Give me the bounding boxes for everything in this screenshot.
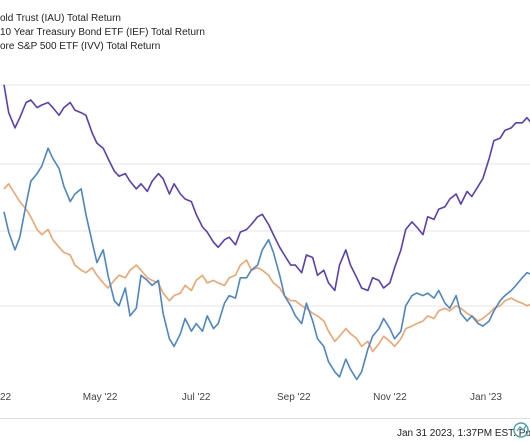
legend-entry-2: 10 Year Treasury Bond ETF (IEF) Total Re… [0, 27, 205, 38]
x-tick-label-5: Nov '22 [373, 392, 407, 403]
series-line-3[interactable] [3, 147, 530, 381]
footer-timestamp: Jan 31 2023, 1:37PM EST. Powered by [397, 428, 530, 439]
x-tick-label-1: 22 [0, 392, 12, 403]
footer: Jan 31 2023, 1:37PM EST. Powered by [0, 418, 530, 439]
footer-divider [0, 418, 530, 419]
legend: old Trust (IAU) Total Return 10 Year Trea… [0, 13, 205, 52]
legend-entry-3: ore S&P 500 ETF (IVV) Total Return [0, 41, 160, 52]
ycharts-logo-icon[interactable] [513, 422, 529, 438]
series-line-2[interactable] [3, 183, 530, 353]
x-tick-label-2: May '22 [83, 392, 118, 403]
x-tick-label-6: Jan '23 [470, 392, 502, 403]
series-layer [3, 84, 530, 381]
legend-entry-1: old Trust (IAU) Total Return [0, 13, 121, 24]
x-tick-label-3: Jul '22 [182, 392, 211, 403]
grid [0, 84, 530, 307]
x-tick-label-4: Sep '22 [277, 392, 311, 403]
x-axis: 22 May '22 Jul '22 Sep '22 Nov '22 Jan '23 [0, 392, 502, 403]
series-line-1[interactable] [3, 84, 530, 292]
